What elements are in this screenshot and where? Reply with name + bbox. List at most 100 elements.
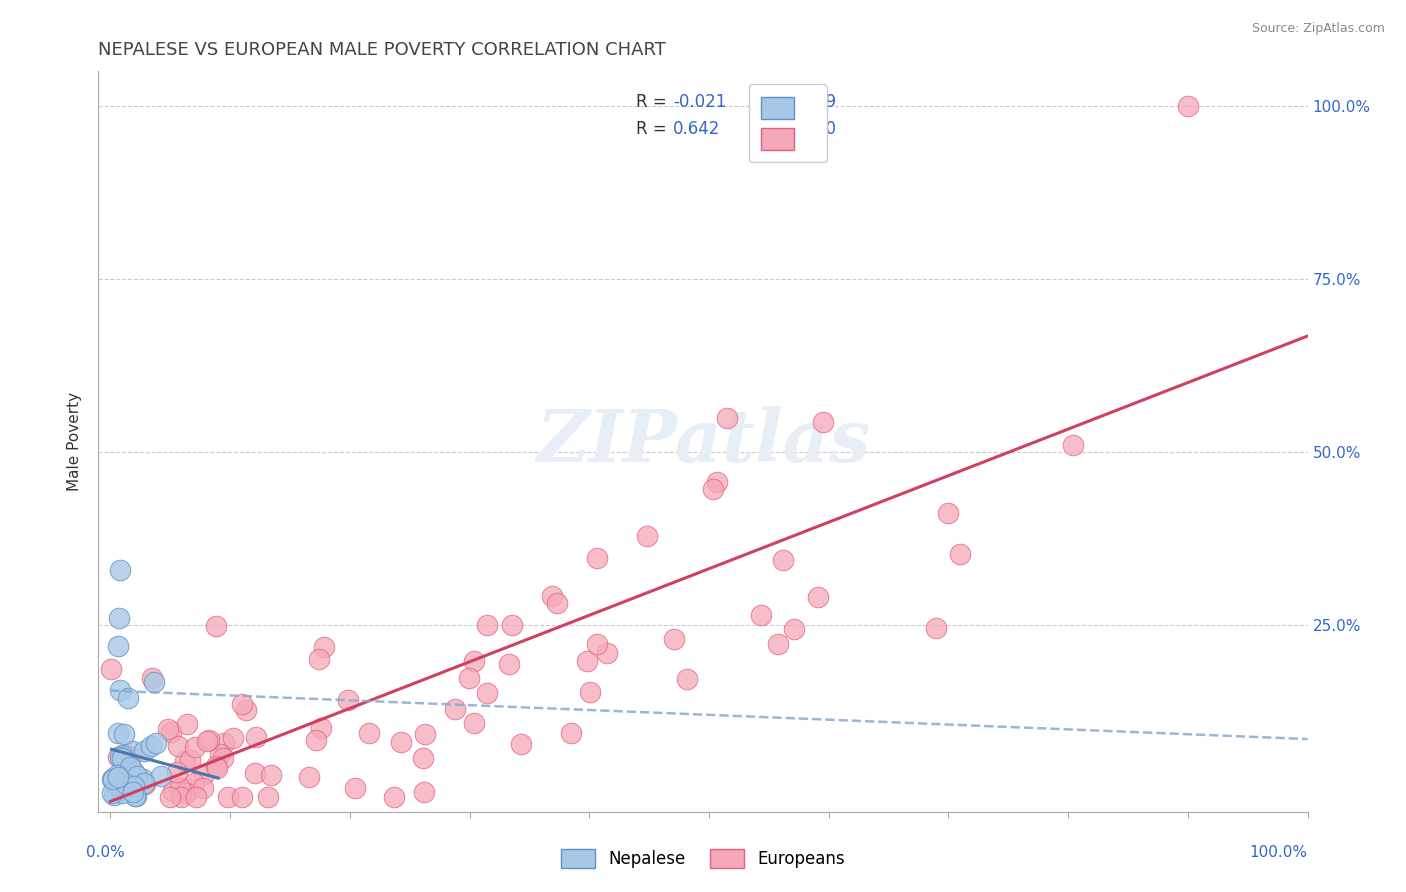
Point	[235, 704, 257, 718]
Text: R =: R =	[637, 120, 672, 138]
Point	[458, 672, 481, 686]
Point	[141, 671, 163, 685]
Point	[112, 727, 135, 741]
Point	[156, 722, 179, 736]
Point	[541, 589, 564, 603]
Point	[101, 772, 124, 787]
Point	[498, 657, 520, 671]
Point	[510, 737, 533, 751]
Point	[132, 772, 155, 787]
Text: 0.0%: 0.0%	[86, 845, 125, 860]
Point	[309, 721, 332, 735]
Point	[118, 760, 141, 774]
Point	[100, 786, 122, 800]
Text: 0.642: 0.642	[672, 120, 720, 138]
Point	[107, 725, 129, 739]
Point	[111, 751, 134, 765]
Point	[100, 772, 122, 786]
Point	[191, 781, 214, 796]
Point	[463, 716, 485, 731]
Point	[124, 789, 146, 803]
Point	[117, 690, 139, 705]
Point	[166, 765, 188, 780]
Point	[772, 553, 794, 567]
Point	[546, 596, 568, 610]
Point	[176, 717, 198, 731]
Point	[949, 547, 972, 561]
Point	[758, 99, 780, 113]
Point	[100, 662, 122, 676]
Text: NEPALESE VS EUROPEAN MALE POVERTY CORRELATION CHART: NEPALESE VS EUROPEAN MALE POVERTY CORREL…	[98, 41, 666, 59]
Point	[212, 735, 235, 749]
Point	[477, 686, 499, 700]
Point	[586, 551, 609, 566]
Point	[107, 750, 129, 764]
Point	[103, 788, 125, 802]
Point	[195, 734, 218, 748]
Point	[114, 747, 136, 762]
Point	[150, 769, 173, 783]
Point	[413, 785, 436, 799]
Point	[357, 726, 380, 740]
Text: N =: N =	[782, 120, 818, 138]
Text: 100.0%: 100.0%	[1250, 845, 1308, 860]
Point	[159, 724, 181, 739]
Point	[578, 685, 600, 699]
Point	[107, 639, 129, 653]
Point	[343, 780, 366, 795]
Point	[107, 770, 129, 784]
Point	[662, 632, 685, 646]
Point	[198, 733, 221, 747]
Point	[783, 622, 806, 636]
Point	[212, 751, 235, 765]
Point	[176, 780, 198, 795]
Text: 39: 39	[815, 94, 837, 112]
Point	[596, 646, 619, 660]
Point	[259, 768, 281, 782]
Point	[170, 790, 193, 805]
Point	[110, 683, 132, 698]
Point	[586, 637, 609, 651]
Text: Source: ZipAtlas.com: Source: ZipAtlas.com	[1251, 22, 1385, 36]
Point	[245, 730, 267, 744]
Point	[132, 776, 155, 790]
Point	[111, 786, 134, 800]
Point	[111, 774, 134, 789]
Text: ZIPatlas: ZIPatlas	[536, 406, 870, 477]
Point	[176, 786, 198, 800]
Point	[706, 475, 728, 490]
Point	[222, 731, 245, 746]
Point	[231, 790, 253, 805]
Point	[676, 672, 699, 686]
Point	[108, 749, 131, 764]
Point	[463, 654, 485, 668]
Point	[575, 654, 598, 668]
Point	[112, 781, 135, 796]
Point	[121, 744, 143, 758]
Point	[1062, 438, 1084, 452]
Point	[139, 739, 162, 754]
Point	[811, 415, 834, 429]
Point	[389, 735, 412, 749]
Point	[114, 777, 136, 791]
Point	[308, 652, 330, 666]
Point	[108, 563, 131, 577]
Point	[257, 790, 280, 805]
Point	[444, 702, 467, 716]
Point	[217, 790, 239, 805]
Point	[124, 789, 146, 804]
Point	[169, 780, 191, 795]
Point	[122, 784, 145, 798]
Point	[184, 790, 207, 805]
Point	[184, 740, 207, 755]
Point	[936, 506, 959, 520]
Y-axis label: Male Poverty: Male Poverty	[67, 392, 83, 491]
Text: 90: 90	[815, 120, 837, 138]
Point	[807, 590, 830, 604]
Text: N =: N =	[782, 94, 818, 112]
Point	[243, 766, 266, 780]
Point	[560, 726, 582, 740]
Point	[382, 790, 405, 805]
Point	[312, 640, 335, 654]
Point	[134, 776, 156, 790]
